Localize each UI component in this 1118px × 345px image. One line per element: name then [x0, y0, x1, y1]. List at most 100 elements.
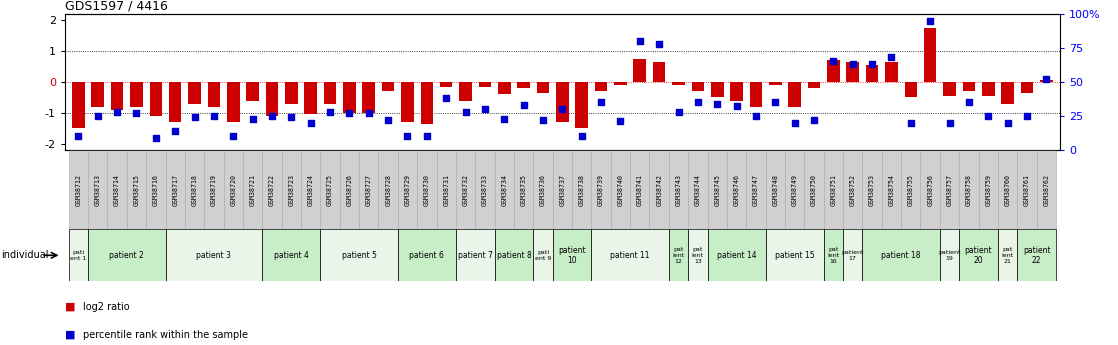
- Bar: [824, 229, 843, 281]
- Bar: [107, 150, 126, 229]
- Point: [805, 117, 823, 123]
- Point: [979, 113, 997, 119]
- Bar: [591, 150, 610, 229]
- Bar: [807, 82, 821, 88]
- Text: GSM38719: GSM38719: [211, 174, 217, 206]
- Text: GSM38741: GSM38741: [637, 174, 643, 206]
- Bar: [634, 59, 646, 82]
- Point: [205, 113, 222, 119]
- Bar: [1036, 150, 1057, 229]
- Bar: [382, 82, 395, 91]
- Bar: [556, 82, 569, 122]
- Bar: [398, 229, 456, 281]
- Text: GSM38755: GSM38755: [908, 174, 913, 206]
- Bar: [246, 82, 259, 100]
- Text: GSM38760: GSM38760: [1005, 174, 1011, 206]
- Bar: [572, 150, 591, 229]
- Bar: [614, 82, 627, 85]
- Text: GSM38729: GSM38729: [405, 174, 410, 206]
- Bar: [920, 150, 940, 229]
- Bar: [1017, 150, 1036, 229]
- Point: [553, 106, 571, 112]
- Bar: [769, 82, 781, 85]
- Bar: [689, 150, 708, 229]
- Bar: [610, 150, 631, 229]
- Text: patient 8: patient 8: [496, 251, 531, 260]
- Bar: [285, 82, 297, 104]
- Bar: [436, 150, 456, 229]
- Point: [244, 116, 262, 121]
- Bar: [862, 229, 940, 281]
- Bar: [669, 229, 689, 281]
- Text: GSM38743: GSM38743: [675, 174, 682, 206]
- Bar: [669, 150, 689, 229]
- Point: [940, 120, 958, 126]
- Bar: [205, 150, 224, 229]
- Bar: [379, 150, 398, 229]
- Bar: [672, 82, 685, 85]
- Bar: [631, 150, 650, 229]
- Point: [651, 41, 669, 47]
- Bar: [266, 82, 278, 116]
- Text: patient 14: patient 14: [717, 251, 757, 260]
- Text: GSM38714: GSM38714: [114, 174, 120, 206]
- Bar: [552, 229, 591, 281]
- Text: GSM38758: GSM38758: [966, 174, 972, 206]
- Bar: [1021, 82, 1033, 93]
- Text: GSM38727: GSM38727: [366, 174, 372, 206]
- Text: GSM38739: GSM38739: [598, 174, 604, 206]
- Text: GSM38713: GSM38713: [95, 174, 101, 206]
- Bar: [595, 82, 607, 91]
- Bar: [359, 150, 379, 229]
- Text: GSM38761: GSM38761: [1024, 174, 1030, 206]
- Bar: [343, 82, 356, 113]
- Text: GSM38733: GSM38733: [482, 174, 487, 206]
- Point: [766, 100, 784, 105]
- Text: GSM38721: GSM38721: [249, 174, 256, 206]
- Text: GSM38730: GSM38730: [424, 174, 429, 206]
- Bar: [498, 82, 511, 94]
- Text: GSM38716: GSM38716: [153, 174, 159, 206]
- Bar: [1002, 82, 1014, 104]
- Text: GSM38712: GSM38712: [75, 174, 82, 206]
- Text: patient 18: patient 18: [881, 251, 921, 260]
- Point: [360, 110, 378, 116]
- Bar: [982, 82, 995, 96]
- Text: GSM38737: GSM38737: [559, 174, 566, 206]
- Bar: [846, 62, 859, 82]
- Text: patient
19: patient 19: [938, 250, 960, 261]
- Point: [1038, 77, 1055, 82]
- Text: patient 4: patient 4: [274, 251, 309, 260]
- Bar: [766, 150, 785, 229]
- Text: GSM38725: GSM38725: [328, 174, 333, 206]
- Bar: [243, 150, 263, 229]
- Text: GSM38735: GSM38735: [521, 174, 527, 206]
- Text: pat
ient
16: pat ient 16: [827, 247, 840, 264]
- Text: GSM38754: GSM38754: [889, 174, 894, 206]
- Point: [69, 134, 87, 139]
- Point: [534, 117, 552, 123]
- Text: patient 6: patient 6: [409, 251, 444, 260]
- Bar: [885, 62, 898, 82]
- Text: pat
ient
12: pat ient 12: [672, 247, 684, 264]
- Point: [631, 38, 648, 44]
- Bar: [824, 150, 843, 229]
- Text: patient 2: patient 2: [110, 251, 144, 260]
- Text: GSM38749: GSM38749: [792, 174, 797, 206]
- Bar: [865, 65, 879, 82]
- Text: GSM38742: GSM38742: [656, 174, 662, 206]
- Bar: [88, 150, 107, 229]
- Point: [398, 134, 416, 139]
- Bar: [362, 82, 375, 113]
- Text: GSM38731: GSM38731: [443, 174, 449, 206]
- Text: GSM38720: GSM38720: [230, 174, 236, 206]
- Point: [902, 120, 920, 126]
- Point: [283, 115, 301, 120]
- Text: GSM38750: GSM38750: [811, 174, 817, 206]
- Text: GSM38738: GSM38738: [579, 174, 585, 206]
- Bar: [72, 82, 85, 128]
- Bar: [882, 150, 901, 229]
- Bar: [788, 82, 800, 107]
- Bar: [827, 60, 840, 82]
- Point: [146, 135, 164, 140]
